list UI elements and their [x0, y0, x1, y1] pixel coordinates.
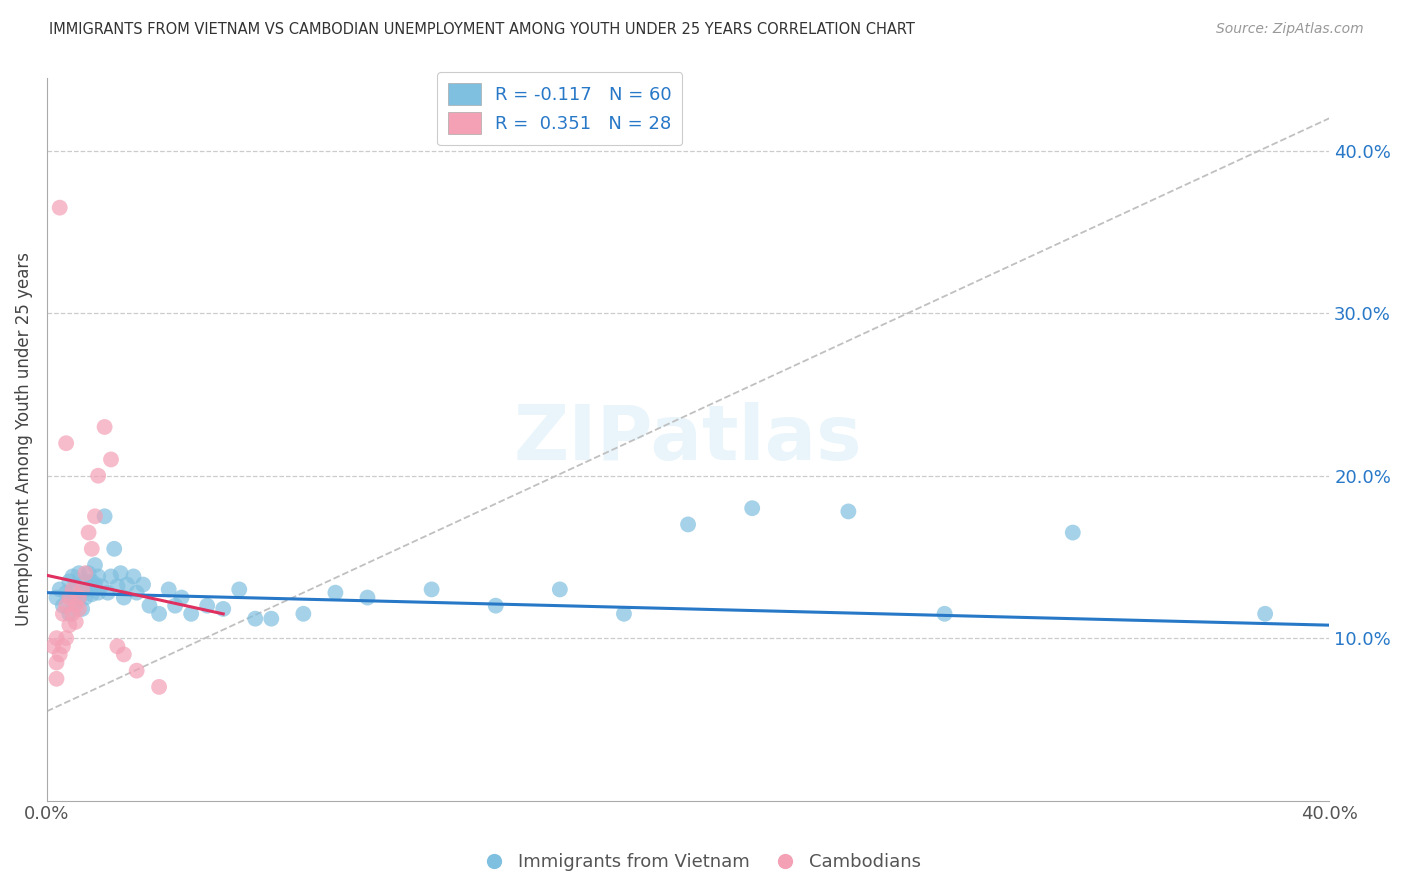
- Point: [62, 582, 84, 597]
- Point: [70, 582, 93, 597]
- Point: [125, 664, 148, 678]
- Point: [58, 618, 80, 632]
- Point: [52, 599, 75, 613]
- Point: [107, 579, 129, 593]
- Point: [58, 591, 80, 605]
- Point: [548, 582, 571, 597]
- Point: [292, 607, 315, 621]
- Point: [48, 648, 70, 662]
- Point: [55, 436, 77, 450]
- Point: [132, 577, 155, 591]
- Point: [122, 569, 145, 583]
- Point: [62, 569, 84, 583]
- Text: ZIPatlas: ZIPatlas: [513, 402, 862, 476]
- Point: [112, 648, 135, 662]
- Point: [170, 591, 193, 605]
- Point: [100, 569, 122, 583]
- Point: [485, 599, 508, 613]
- Point: [741, 501, 763, 516]
- Point: [613, 607, 636, 621]
- Point: [67, 591, 90, 605]
- Point: [212, 602, 235, 616]
- Point: [115, 577, 138, 591]
- Point: [148, 607, 170, 621]
- Point: [325, 585, 347, 599]
- Point: [112, 591, 135, 605]
- Point: [837, 504, 859, 518]
- Point: [67, 602, 90, 616]
- Point: [62, 607, 84, 621]
- Point: [80, 541, 103, 556]
- Point: [77, 525, 100, 540]
- Point: [195, 599, 218, 613]
- Point: [70, 602, 93, 616]
- Point: [70, 582, 93, 597]
- Point: [65, 595, 87, 609]
- Point: [58, 574, 80, 589]
- Point: [260, 612, 283, 626]
- Point: [100, 452, 122, 467]
- Point: [87, 585, 110, 599]
- Point: [48, 582, 70, 597]
- Point: [87, 468, 110, 483]
- Point: [80, 587, 103, 601]
- Point: [356, 591, 378, 605]
- Point: [45, 656, 67, 670]
- Point: [45, 672, 67, 686]
- Point: [55, 599, 77, 613]
- Point: [93, 509, 115, 524]
- Point: [148, 680, 170, 694]
- Point: [62, 591, 84, 605]
- Point: [93, 420, 115, 434]
- Point: [165, 599, 187, 613]
- Point: [107, 640, 129, 654]
- Point: [55, 585, 77, 599]
- Point: [65, 599, 87, 613]
- Point: [1254, 607, 1277, 621]
- Point: [55, 631, 77, 645]
- Point: [75, 574, 97, 589]
- Point: [48, 201, 70, 215]
- Point: [90, 579, 112, 593]
- Point: [42, 640, 65, 654]
- Point: [65, 615, 87, 629]
- Point: [84, 509, 107, 524]
- Point: [75, 566, 97, 581]
- Point: [138, 599, 160, 613]
- Text: Source: ZipAtlas.com: Source: ZipAtlas.com: [1216, 22, 1364, 37]
- Point: [245, 612, 267, 626]
- Point: [67, 566, 90, 581]
- Point: [45, 591, 67, 605]
- Point: [80, 574, 103, 589]
- Legend: Immigrants from Vietnam, Cambodians: Immigrants from Vietnam, Cambodians: [478, 847, 928, 879]
- Point: [52, 640, 75, 654]
- Point: [84, 577, 107, 591]
- Text: IMMIGRANTS FROM VIETNAM VS CAMBODIAN UNEMPLOYMENT AMONG YOUTH UNDER 25 YEARS COR: IMMIGRANTS FROM VIETNAM VS CAMBODIAN UNE…: [49, 22, 915, 37]
- Point: [125, 585, 148, 599]
- Point: [52, 607, 75, 621]
- Point: [180, 607, 202, 621]
- Y-axis label: Unemployment Among Youth under 25 years: Unemployment Among Youth under 25 years: [15, 252, 32, 626]
- Point: [1062, 525, 1084, 540]
- Point: [58, 607, 80, 621]
- Point: [103, 541, 125, 556]
- Point: [676, 517, 699, 532]
- Point: [228, 582, 250, 597]
- Point: [75, 591, 97, 605]
- Point: [84, 558, 107, 572]
- Point: [87, 569, 110, 583]
- Point: [65, 579, 87, 593]
- Point: [97, 585, 120, 599]
- Point: [934, 607, 956, 621]
- Point: [77, 582, 100, 597]
- Point: [157, 582, 180, 597]
- Point: [77, 566, 100, 581]
- Point: [67, 591, 90, 605]
- Point: [110, 566, 132, 581]
- Legend: R = -0.117   N = 60, R =  0.351   N = 28: R = -0.117 N = 60, R = 0.351 N = 28: [437, 72, 682, 145]
- Point: [420, 582, 443, 597]
- Point: [45, 631, 67, 645]
